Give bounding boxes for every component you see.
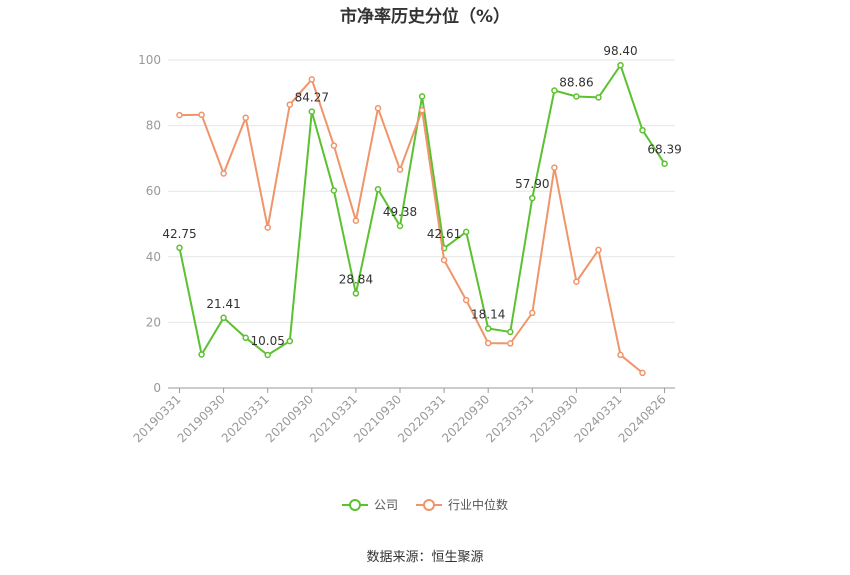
y-tick-label: 100 [138, 53, 161, 67]
data-point-industry [484, 339, 492, 347]
legend-item-company[interactable]: 公司 [341, 496, 398, 513]
data-point-industry [507, 340, 514, 347]
data-label: 21.41 [206, 297, 240, 311]
data-label: 10.05 [251, 334, 285, 348]
y-tick-label: 20 [146, 315, 161, 329]
data-point-industry [330, 142, 338, 149]
data-label: 84.27 [295, 91, 329, 105]
data-point-company [595, 94, 602, 101]
legend-company-label: 公司 [373, 498, 398, 512]
data-point-company [176, 244, 183, 252]
data-point-company [374, 185, 382, 193]
legend-industry-marker [416, 498, 442, 511]
data-point-industry [617, 351, 624, 359]
data-label: 88.86 [559, 76, 593, 90]
data-point-industry [440, 256, 448, 264]
y-tick-label: 60 [146, 184, 161, 198]
data-point-company [330, 187, 338, 194]
data-point-industry [220, 170, 227, 177]
data-point-industry [352, 217, 360, 224]
data-label: 42.75 [162, 227, 196, 241]
data-point-industry [551, 164, 558, 171]
data-point-company [551, 87, 558, 94]
data-point-company [507, 328, 514, 336]
y-tick-label: 0 [153, 381, 161, 395]
data-point-company [639, 126, 646, 134]
data-label: 57.90 [515, 177, 549, 191]
data-point-industry [264, 224, 271, 231]
source-note: 数据来源：恒生聚源 [366, 550, 484, 565]
data-point-industry [396, 166, 404, 173]
data-point-industry [639, 369, 646, 377]
legend: 公司 行业中位数 [0, 496, 850, 513]
chart-title: 市净率历史分位（%） [339, 7, 511, 27]
data-point-industry [308, 76, 316, 83]
data-label: 98.40 [603, 44, 637, 58]
data-point-company [529, 194, 536, 202]
axes: 0204060801002019033120190930202003312020… [131, 53, 675, 445]
data-point-company [352, 290, 360, 297]
data-label: 68.39 [647, 143, 681, 157]
y-tick-label: 40 [146, 250, 161, 264]
gridlines [168, 59, 675, 323]
data-point-industry [595, 246, 602, 254]
data-label: 42.61 [427, 227, 461, 241]
data-point-company [264, 351, 271, 359]
data-point-industry [286, 101, 294, 108]
data-point-industry [374, 104, 382, 112]
data-labels: 42.75 21.41 10.05 84.27 28.84 49.38 42.61 18.14… [162, 44, 681, 348]
data-point-industry [418, 106, 426, 114]
data-point-industry [462, 296, 470, 304]
data-point-company [286, 337, 294, 345]
data-point-company [484, 325, 492, 332]
x-tick-label: 20240826 [616, 392, 669, 445]
data-point-company [308, 108, 316, 115]
data-point-company [661, 160, 668, 167]
series-line-industry [179, 77, 644, 374]
data-point-company [220, 314, 227, 322]
data-label: 28.84 [339, 272, 373, 286]
data-point-company [617, 61, 624, 69]
data-point-company [198, 351, 205, 358]
legend-company-marker [341, 498, 368, 511]
data-label: 18.14 [471, 308, 505, 322]
y-tick-label: 80 [146, 119, 161, 133]
data-point-company [462, 228, 470, 236]
data-point-industry [573, 278, 580, 285]
legend-item-industry[interactable]: 行业中位数 [416, 496, 508, 513]
data-label: 49.38 [383, 205, 417, 219]
data-point-industry [529, 309, 536, 317]
data-point-company [396, 222, 404, 230]
data-point-company [242, 334, 249, 342]
series-lines [176, 61, 668, 377]
data-point-industry [176, 111, 183, 119]
legend-industry-label: 行业中位数 [448, 498, 509, 512]
data-point-industry [198, 111, 205, 119]
data-point-industry [242, 114, 249, 121]
data-point-company [573, 93, 580, 100]
data-point-company [418, 93, 426, 100]
